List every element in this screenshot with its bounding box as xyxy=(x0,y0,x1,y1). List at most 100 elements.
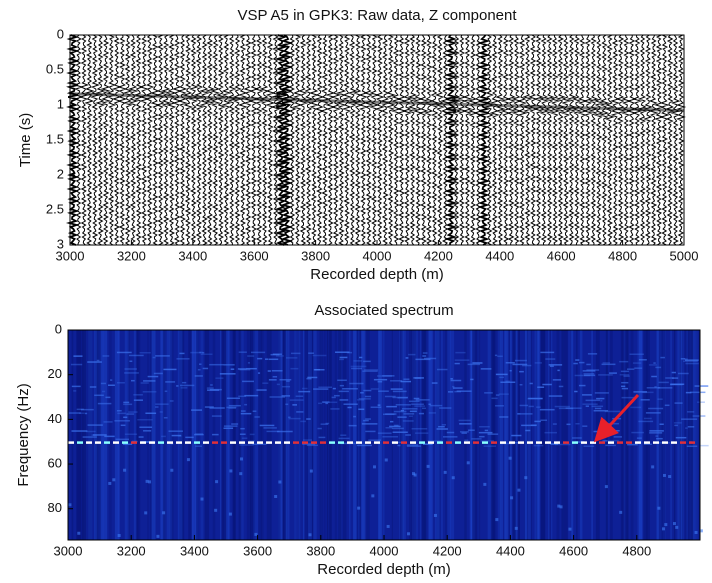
spectrum-strip xyxy=(285,330,289,540)
spectrum-streak xyxy=(603,439,619,442)
spectrum-streak xyxy=(303,439,313,441)
spectrum-streak xyxy=(454,359,470,361)
spectrum-streak xyxy=(272,376,278,378)
spectrum-streak xyxy=(114,420,130,422)
spectrum-streak xyxy=(351,367,363,370)
spectrum-streak xyxy=(320,423,328,425)
spectrum-streak xyxy=(566,423,571,426)
x-tick-label: 4000 xyxy=(363,248,392,263)
spectrum-streak xyxy=(165,381,176,383)
spectrum-spot xyxy=(145,479,149,483)
spectrum-streak xyxy=(601,363,616,366)
spectrum-streak xyxy=(548,395,563,397)
x-tick-label: 3400 xyxy=(178,248,207,263)
spectrum-spot xyxy=(274,494,278,498)
spectrum-streak xyxy=(268,379,277,381)
spectrum-strip xyxy=(303,330,305,540)
spectrum-streak xyxy=(318,386,333,388)
spectrum-streak xyxy=(275,355,284,357)
spectrum-strip xyxy=(220,330,222,540)
spectrum-strip xyxy=(487,330,492,540)
spectrum-streak xyxy=(534,420,541,423)
spectrum-strip xyxy=(435,330,440,540)
spectrum-streak xyxy=(395,404,411,406)
line-50hz xyxy=(104,441,110,444)
spectrum-streak xyxy=(533,444,544,447)
spectrum-streak xyxy=(194,375,203,377)
spectrum-spot xyxy=(413,473,417,477)
spectrum-strip xyxy=(287,330,290,540)
spectrum-streak xyxy=(92,434,107,436)
spectrum-streak xyxy=(619,374,630,376)
spectrum-strip xyxy=(610,330,613,540)
spectrum-strip xyxy=(323,330,326,540)
seismic-trace xyxy=(122,34,133,246)
x-tick-label: 4600 xyxy=(559,543,588,558)
spectrum-streak xyxy=(353,415,356,418)
line-50hz xyxy=(284,441,290,444)
spectrum-streak xyxy=(137,418,153,421)
seismic-trace xyxy=(560,34,572,246)
spectrum-streak xyxy=(265,358,269,360)
seismic-trace xyxy=(106,34,117,246)
spectrum-streak xyxy=(133,394,143,396)
spectrum-strip xyxy=(509,330,512,540)
spectrum-streak xyxy=(414,432,429,434)
spectrum-strip xyxy=(136,330,139,540)
spectrum-spot xyxy=(308,533,312,537)
seismic-trace xyxy=(391,34,402,246)
spectrum-streak xyxy=(656,437,663,440)
spectrum-strip xyxy=(420,330,422,540)
spectrum-streak xyxy=(585,405,589,407)
spectrum-strip xyxy=(361,330,366,540)
spectrum-strip xyxy=(162,330,166,540)
spectrum-strip xyxy=(357,330,362,540)
spectrum-streak xyxy=(159,411,163,413)
spectrum-streak xyxy=(386,405,397,408)
line-50hz xyxy=(563,441,569,444)
x-tick-label: 3200 xyxy=(117,248,146,263)
spectrum-streak xyxy=(256,389,267,391)
seismic-trace xyxy=(204,34,215,246)
spectrum-streak xyxy=(120,424,126,427)
line-50hz xyxy=(689,441,695,444)
spectrum-streak xyxy=(415,399,430,401)
spectrum-strip xyxy=(570,330,573,540)
spectrum-strip xyxy=(662,330,666,540)
spectrum-streak xyxy=(586,369,600,371)
seismic-trace xyxy=(171,34,183,246)
x-tick-label: 4800 xyxy=(608,248,637,263)
spectrum-strip xyxy=(232,330,235,540)
spectrum-streak xyxy=(697,401,705,403)
spectrum-streak xyxy=(288,416,291,419)
spectrum-streak xyxy=(629,353,644,356)
spectrum-streak xyxy=(246,367,257,370)
spectrum-streak xyxy=(455,351,466,354)
spectrum-streak xyxy=(632,362,642,364)
spectrum-streak xyxy=(206,387,214,389)
seismic-trace xyxy=(221,34,232,246)
spectrum-streak xyxy=(634,367,643,369)
spectrum-streak xyxy=(139,351,151,354)
spectrum-strip xyxy=(221,330,227,540)
spectrum-spot xyxy=(278,480,282,484)
spectrum-streak xyxy=(605,444,616,447)
spectrum-strip xyxy=(109,330,112,540)
line-50hz xyxy=(653,441,659,444)
spectrum-strip xyxy=(445,330,449,540)
spectrum-streak xyxy=(306,444,319,447)
seismic-trace xyxy=(643,34,654,246)
line-50hz xyxy=(671,441,677,444)
spectrum-streak xyxy=(161,435,166,438)
spectrum-streak xyxy=(582,425,588,427)
spectrum-streak xyxy=(279,379,292,381)
spectrum-strip xyxy=(367,330,370,540)
spectrum-streak xyxy=(87,424,103,426)
y-tick-label: 2.5 xyxy=(46,201,64,216)
spectrum-streak xyxy=(254,416,260,418)
x-tick-label: 3000 xyxy=(56,248,85,263)
spectrum-streak xyxy=(540,419,548,422)
seismic-trace xyxy=(352,34,363,246)
spectrum-streak xyxy=(104,435,115,438)
spectrum-streak xyxy=(642,391,654,394)
